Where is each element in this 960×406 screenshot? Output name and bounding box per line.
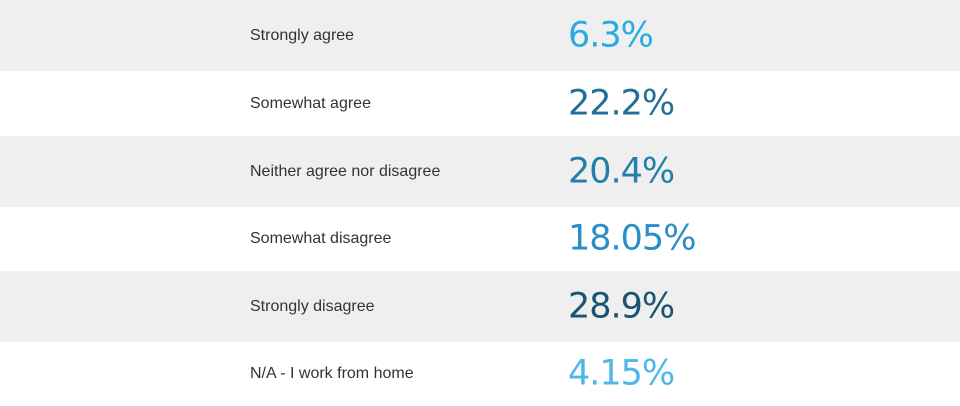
row-value: 18.05% [568,218,696,259]
row-label: Strongly agree [250,26,355,44]
table-row: Strongly agree 6.3% [0,0,960,71]
row-label: N/A - I work from home [250,365,414,382]
row-value: 28.9% [568,286,675,326]
row-label: Somewhat disagree [250,230,392,247]
row-value: 6.3% [568,15,654,55]
table-row: Somewhat agree 22.2% [0,71,960,136]
row-label: Strongly disagree [250,297,375,315]
row-value: 20.4% [568,151,675,191]
table-row: Strongly disagree 28.9% [0,271,960,342]
row-value: 4.15% [568,353,675,394]
table-row: N/A - I work from home 4.15% [0,342,960,406]
row-label: Neither agree nor disagree [250,162,441,180]
table-row: Somewhat disagree 18.05% [0,207,960,271]
row-label: Somewhat agree [250,94,371,112]
table-row: Neither agree nor disagree 20.4% [0,136,960,207]
row-value: 22.2% [568,83,675,123]
